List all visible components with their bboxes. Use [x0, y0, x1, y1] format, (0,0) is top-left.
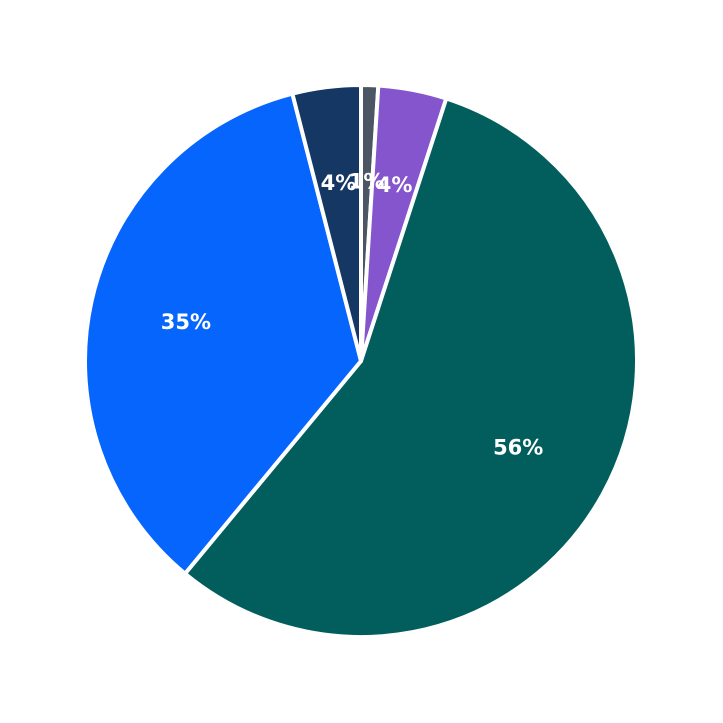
pie-slice-4: [290, 83, 363, 363]
slice-label-1: 4%: [377, 173, 413, 197]
pie-slice-2: [183, 96, 639, 639]
pie-slices: [83, 83, 639, 639]
pie-labels: 1%4% 56% 35% 4%: [161, 170, 544, 460]
slice-label-0: 1%: [349, 170, 385, 194]
slice-label-2: 56%: [493, 435, 543, 459]
slice-label-4: 4%: [321, 171, 357, 195]
pie-slice-3: [83, 91, 363, 576]
slice-label-3: 35%: [161, 310, 211, 334]
